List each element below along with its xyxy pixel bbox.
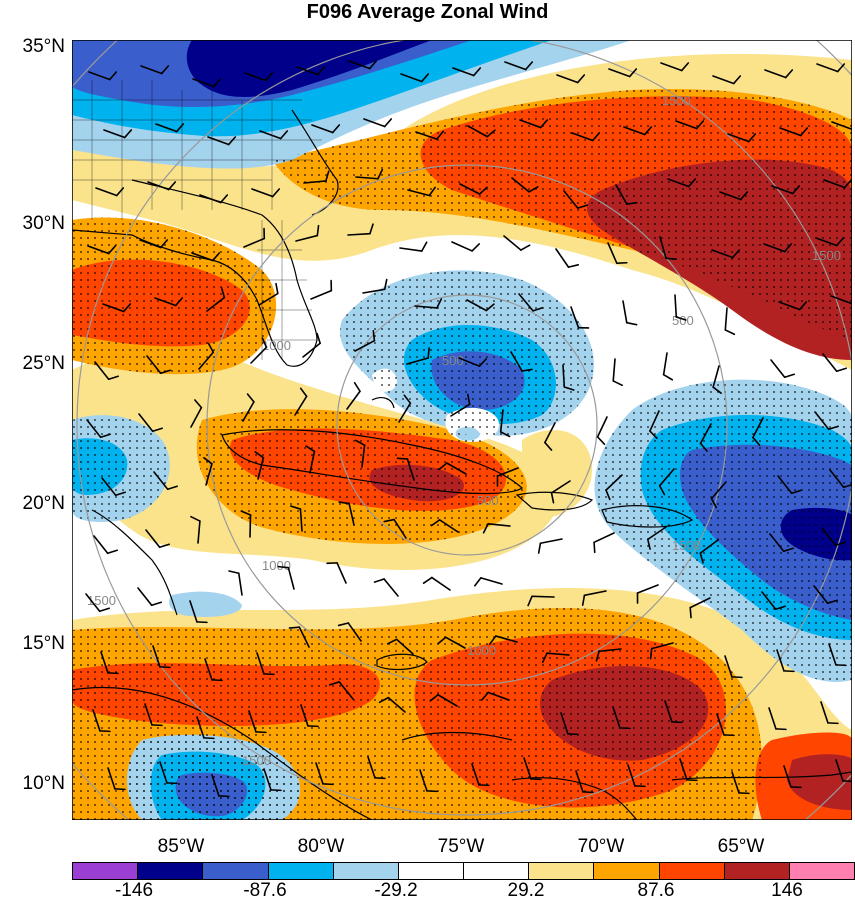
colorbar-swatch [399, 863, 464, 879]
ring-label: 1500 [672, 538, 701, 553]
colorbar-swatch [138, 863, 203, 879]
lat-label-15n: 15°N [23, 633, 65, 655]
colorbar-swatch [203, 863, 268, 879]
colorbar-swatch [529, 863, 594, 879]
ring-label: 1500 [812, 248, 841, 263]
wind-barb-feather [594, 542, 595, 552]
colorbar-swatch [594, 863, 659, 879]
lat-label-35n: 35°N [23, 36, 65, 58]
colorbar-label: -87.6 [225, 880, 305, 902]
colorbar-swatch [464, 863, 529, 879]
map-panel: 1500 500 1000 1500 1000 500 1500 1500 10… [72, 40, 852, 820]
lat-label-25n: 25°N [23, 353, 65, 375]
lon-label-70w: 70°W [561, 836, 641, 858]
lon-label-80w: 80°W [281, 836, 361, 858]
lat-label-30n: 30°N [23, 213, 65, 235]
colorbar-label: 87.6 [616, 880, 696, 902]
colorbar-label: 146 [747, 880, 827, 902]
wind-barb-feather [278, 567, 288, 568]
ring-label: 1500 [662, 93, 691, 108]
ring-label: 500 [672, 313, 694, 328]
colorbar-label: 29.2 [486, 880, 566, 902]
wind-barb-feather [289, 627, 299, 628]
lon-label-65w: 65°W [701, 836, 781, 858]
map-title: F096 Average Zonal Wind [0, 0, 855, 24]
wind-barb [250, 515, 251, 537]
lat-label-20n: 20°N [23, 493, 65, 515]
wind-barb-feather [666, 258, 676, 259]
wind-barb-feather [651, 649, 652, 659]
ring-label: 500 [477, 493, 499, 508]
colorbar-swatch [790, 863, 854, 879]
lat-label-10n: 10°N [23, 773, 65, 795]
zonal-wind-map: 1500 500 1000 1500 1000 500 1500 1500 10… [72, 40, 852, 820]
wind-barb-feather [397, 458, 407, 459]
ring-label: 1000 [262, 558, 291, 573]
colorbar-swatch [334, 863, 399, 879]
lon-label-85w: 85°W [141, 836, 221, 858]
colorbar-swatch [269, 863, 334, 879]
wind-barb [532, 596, 554, 597]
colorbar-swatch [73, 863, 138, 879]
ring-label: 1500 [242, 753, 271, 768]
colorbar-label: -29.2 [356, 880, 436, 902]
colorbar-swatch [725, 863, 790, 879]
lon-label-75w: 75°W [421, 836, 501, 858]
ring-label: 1000 [467, 643, 496, 658]
colorbar [72, 862, 855, 880]
colorbar-swatch [660, 863, 725, 879]
wind-barb-feather [690, 608, 691, 618]
colorbar-label: -146 [94, 880, 174, 902]
wind-barb-feather [428, 348, 429, 358]
ring-label: 500 [442, 353, 464, 368]
